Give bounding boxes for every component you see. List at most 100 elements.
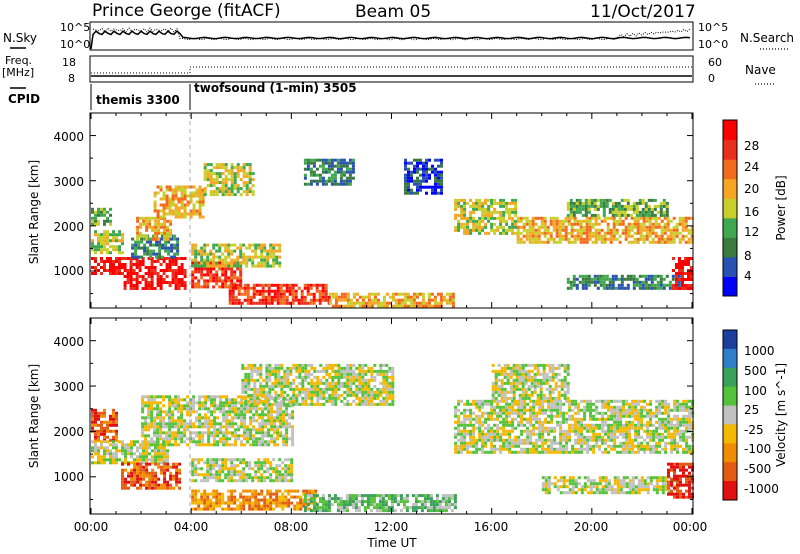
- velocity-cell: [466, 447, 470, 451]
- power-cell: [627, 225, 631, 229]
- power-cell: [666, 228, 670, 232]
- velocity-cell: [141, 425, 145, 429]
- power-cell: [212, 166, 216, 170]
- velocity-cell: [354, 500, 358, 504]
- power-cell: [528, 234, 532, 238]
- velocity-cell: [103, 414, 106, 418]
- velocity-cell: [207, 395, 211, 399]
- velocity-cell: [236, 507, 240, 511]
- velocity-cell: [234, 443, 238, 447]
- power-cell: [528, 231, 532, 235]
- velocity-cell: [286, 372, 290, 376]
- power-cell: [639, 228, 643, 232]
- power-cell: [508, 225, 512, 229]
- velocity-cell: [254, 464, 258, 468]
- velocity-cell: [100, 423, 103, 427]
- velocity-cell: [215, 498, 219, 502]
- power-cell: [611, 283, 615, 287]
- power-cell: [206, 264, 210, 268]
- velocity-cell: [272, 507, 276, 511]
- velocity-cell: [287, 479, 291, 483]
- power-cell: [439, 301, 443, 305]
- velocity-cell: [177, 401, 181, 405]
- power-cell: [493, 228, 497, 232]
- power-cell: [112, 266, 115, 269]
- power-cell: [675, 231, 679, 235]
- power-cell: [478, 219, 482, 223]
- velocity-cell: [141, 398, 145, 402]
- velocity-cell: [285, 437, 289, 441]
- power-cell: [370, 292, 374, 296]
- power-cell: [230, 169, 234, 173]
- power-cell: [528, 222, 532, 226]
- power-cell: [587, 277, 591, 281]
- power-cell: [681, 263, 684, 266]
- velocity-cell: [177, 428, 181, 432]
- velocity-cell: [100, 426, 103, 430]
- power-cell: [684, 257, 687, 260]
- power-cell: [203, 163, 207, 167]
- velocity-cell: [484, 420, 488, 424]
- velocity-cell: [278, 470, 282, 474]
- velocity-cell: [378, 506, 382, 510]
- power-cell: [418, 292, 422, 296]
- power-cell: [236, 169, 240, 173]
- power-cell: [451, 304, 455, 308]
- velocity-cell: [139, 443, 142, 447]
- velocity-cell: [212, 473, 216, 477]
- power-cell: [419, 182, 422, 186]
- power-cell: [678, 260, 681, 263]
- velocity-cell: [460, 411, 464, 415]
- velocity-cell: [432, 503, 436, 507]
- power-cell: [169, 231, 173, 235]
- power-cell: [687, 275, 690, 278]
- power-cell: [463, 210, 467, 214]
- velocity-cell: [298, 393, 302, 397]
- velocity-cell: [221, 501, 225, 505]
- velocity-cell: [285, 443, 289, 447]
- power-cell: [100, 242, 103, 246]
- velocity-cell: [337, 381, 341, 385]
- power-cell: [552, 216, 556, 220]
- power-cell: [243, 283, 247, 287]
- power-cell: [236, 190, 240, 194]
- velocity-cell: [298, 381, 302, 385]
- velocity-cell: [248, 507, 252, 511]
- velocity-cell: [91, 414, 94, 418]
- freq-label-line1: Freq.: [5, 54, 32, 67]
- velocity-cell: [216, 407, 220, 411]
- power-cell: [419, 185, 422, 189]
- power-cell: [659, 204, 663, 208]
- power-cell: [174, 197, 178, 201]
- power-cell: [153, 203, 157, 207]
- power-cell: [177, 287, 181, 290]
- power-cell: [121, 239, 124, 243]
- velocity-cell: [469, 417, 473, 421]
- velocity-cell: [364, 396, 368, 400]
- power-cell: [641, 201, 645, 205]
- power-cell: [609, 216, 613, 220]
- velocity-cell: [168, 428, 172, 432]
- power-cell: [425, 161, 428, 165]
- velocity-cell: [201, 437, 205, 441]
- velocity-cell: [264, 419, 268, 423]
- velocity-cell: [206, 504, 210, 508]
- velocity-cell: [215, 464, 219, 468]
- power-cell: [194, 285, 198, 289]
- velocity-cell: [385, 390, 389, 394]
- power-cell: [611, 286, 615, 290]
- power-cell: [546, 240, 550, 244]
- velocity-cell: [490, 399, 494, 403]
- power-cell: [94, 260, 97, 263]
- power-cell: [505, 231, 509, 235]
- power-cell: [662, 201, 666, 205]
- power-cell: [118, 272, 121, 275]
- velocity-cell: [346, 363, 350, 367]
- power-cell: [282, 289, 286, 293]
- velocity-cell: [411, 506, 415, 510]
- power-cell: [135, 284, 139, 287]
- power-cell: [203, 193, 207, 197]
- velocity-cell: [156, 413, 160, 417]
- velocity-cell: [261, 419, 265, 423]
- velocity-cell: [466, 441, 470, 445]
